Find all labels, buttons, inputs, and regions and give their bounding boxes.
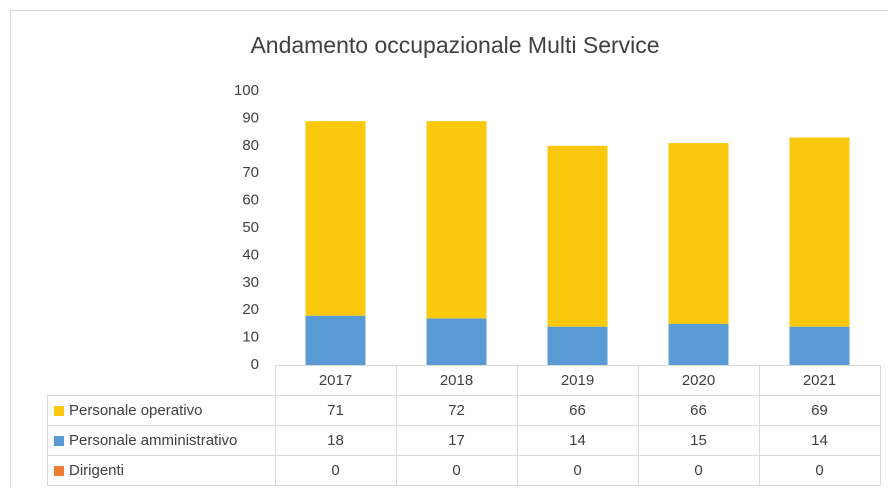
- y-tick-label: 100: [234, 82, 259, 99]
- x-tick-label: 2020: [682, 372, 715, 389]
- table-value: 18: [327, 432, 344, 449]
- y-tick-label: 30: [242, 274, 259, 291]
- legend-label: Personale amministrativo: [69, 432, 237, 449]
- y-tick-label: 40: [242, 246, 259, 263]
- x-tick-label: 2018: [440, 372, 473, 389]
- bar-segment: [305, 121, 366, 316]
- legend-swatch: [54, 466, 64, 476]
- table-value: 71: [327, 402, 344, 419]
- table-value: 66: [569, 402, 586, 419]
- y-tick-label: 70: [242, 164, 259, 181]
- bar-segment: [668, 143, 729, 324]
- legend-label: Dirigenti: [69, 462, 124, 479]
- table-value: 0: [331, 462, 339, 479]
- bar-segment: [789, 326, 850, 365]
- y-tick-label: 50: [242, 219, 259, 236]
- bar-segment: [547, 326, 608, 365]
- y-tick-label: 90: [242, 109, 259, 126]
- table-value: 69: [811, 402, 828, 419]
- table-value: 0: [815, 462, 823, 479]
- table-value: 14: [569, 432, 586, 449]
- table-value: 14: [811, 432, 828, 449]
- x-tick-label: 2017: [319, 372, 352, 389]
- x-tick-label: 2019: [561, 372, 594, 389]
- legend-swatch: [54, 406, 64, 416]
- table-value: 17: [448, 432, 465, 449]
- chart-title: Andamento occupazionale Multi Service: [250, 32, 659, 58]
- bar-segment: [789, 137, 850, 327]
- y-tick-label: 10: [242, 329, 259, 346]
- bar-segment: [426, 318, 487, 365]
- legend-swatch: [54, 436, 64, 446]
- table-value: 0: [573, 462, 581, 479]
- y-tick-label: 80: [242, 137, 259, 154]
- y-tick-label: 20: [242, 301, 259, 318]
- x-tick-label: 2021: [803, 372, 836, 389]
- y-tick-label: 0: [251, 356, 259, 373]
- bar-segment: [668, 323, 729, 365]
- table-value: 0: [694, 462, 702, 479]
- bar-segment: [426, 121, 487, 319]
- table-value: 15: [690, 432, 707, 449]
- table-value: 66: [690, 402, 707, 419]
- bar-segment: [547, 145, 608, 327]
- table-value: 0: [452, 462, 460, 479]
- table-value: 72: [448, 402, 465, 419]
- bar-segment: [305, 315, 366, 365]
- y-tick-label: 60: [242, 192, 259, 209]
- legend-label: Personale operativo: [69, 402, 202, 419]
